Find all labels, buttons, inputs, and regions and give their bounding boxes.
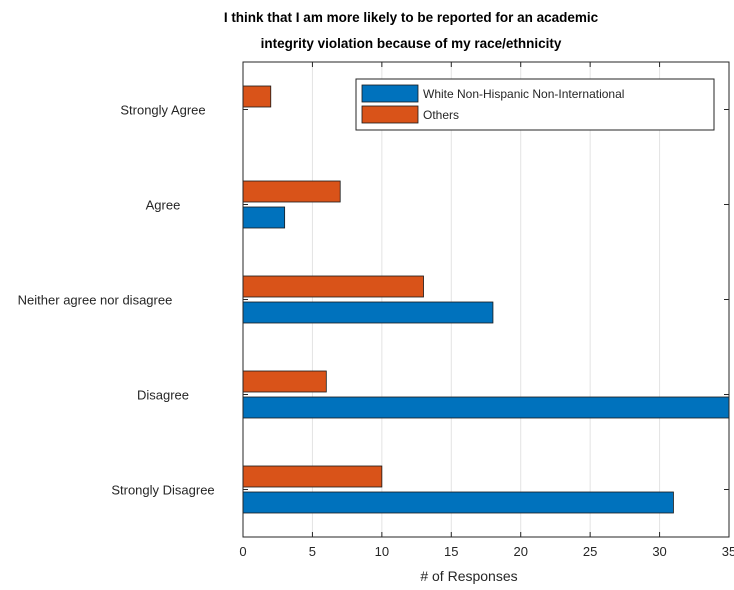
x-tick-label: 25 [583, 544, 597, 559]
legend-swatch [361, 84, 419, 103]
bar-others [242, 465, 383, 488]
category-label: Agree [146, 198, 181, 213]
x-tick-label: 30 [652, 544, 666, 559]
legend-swatch [361, 105, 419, 124]
x-tick-label: 10 [375, 544, 389, 559]
category-label: Neither agree nor disagree [18, 293, 173, 308]
x-tick-label: 0 [239, 544, 246, 559]
bar-white [242, 396, 730, 419]
bar-white [242, 491, 674, 514]
x-axis-label: # of Responses [420, 568, 517, 584]
bar-others [242, 275, 424, 298]
axes-box [242, 61, 730, 538]
chart-title: integrity violation because of my race/e… [261, 36, 562, 51]
legend-label: Others [423, 108, 459, 122]
x-tick-label: 20 [513, 544, 527, 559]
x-tick-label: 5 [309, 544, 316, 559]
chart-title: I think that I am more likely to be repo… [224, 10, 599, 25]
bar-others [242, 370, 327, 393]
bar-others [242, 180, 341, 203]
bar-white [242, 206, 286, 229]
x-tick-label: 15 [444, 544, 458, 559]
x-tick-label: 35 [722, 544, 734, 559]
category-label: Strongly Agree [120, 103, 205, 118]
legend-label: White Non-Hispanic Non-International [423, 87, 624, 101]
category-label: Strongly Disagree [111, 483, 214, 498]
bar-others [242, 85, 272, 108]
bar-white [242, 301, 494, 324]
category-label: Disagree [137, 388, 189, 403]
plot-area [243, 62, 729, 537]
